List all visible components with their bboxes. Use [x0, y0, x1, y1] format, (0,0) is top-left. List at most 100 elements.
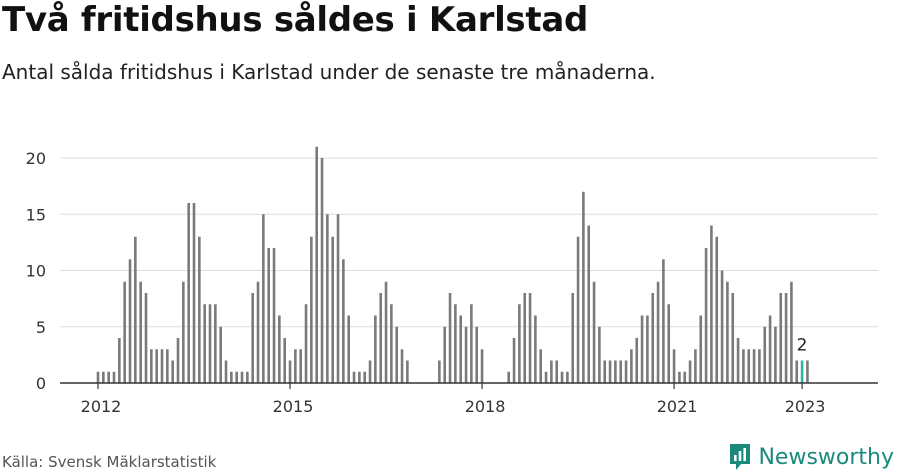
bar: [294, 349, 297, 383]
bar: [288, 360, 292, 383]
bar: [139, 281, 142, 383]
bar: [614, 360, 617, 383]
bar: [118, 338, 121, 383]
bar: [608, 360, 612, 383]
bar: [592, 281, 596, 383]
x-tick-label: 2021: [657, 397, 698, 416]
bar: [528, 293, 532, 383]
bar: [576, 236, 580, 383]
bar: [171, 360, 174, 383]
bar: [747, 349, 751, 383]
bar: [790, 281, 793, 383]
y-tick-label: 5: [36, 318, 46, 337]
bar: [598, 326, 601, 383]
bar: [278, 315, 281, 383]
source-note: Källa: Svensk Mäklarstatistik: [2, 453, 217, 471]
bar: [192, 203, 196, 383]
bar: [630, 349, 633, 383]
brand-name: Newsworthy: [758, 444, 894, 470]
bar: [720, 270, 724, 383]
bar: [555, 360, 559, 383]
bar: [459, 315, 463, 383]
bar: [406, 360, 409, 383]
bar: [102, 371, 105, 383]
bar: [800, 360, 804, 383]
bar: [752, 349, 756, 383]
bar: [582, 191, 585, 383]
bar: [187, 203, 190, 383]
highlight-value-label: 2: [797, 336, 808, 356]
bar: [448, 293, 452, 383]
bar: [342, 259, 345, 383]
bar: [688, 360, 692, 383]
bar: [784, 293, 788, 383]
bar: [224, 360, 228, 383]
bar: [310, 236, 313, 383]
bar: [331, 236, 334, 383]
bar: [390, 304, 393, 383]
bar: [603, 360, 607, 383]
bar: [742, 349, 745, 383]
bar: [374, 315, 377, 383]
bar: [198, 236, 201, 383]
bar: [267, 248, 270, 383]
bar: [272, 248, 276, 383]
bar: [400, 349, 404, 383]
bar: [96, 371, 100, 383]
bar: [123, 281, 126, 383]
x-tick-label: 2023: [785, 397, 826, 416]
bar: [240, 371, 244, 383]
newsworthy-logo-icon: [730, 444, 751, 470]
bar: [368, 360, 372, 383]
bar: [550, 360, 553, 383]
bar: [704, 248, 708, 383]
bar: [560, 371, 564, 383]
bar: [128, 259, 132, 383]
x-tick-label: 2018: [465, 397, 506, 416]
chart-subtitle: Antal sålda fritidshus i Karlstad under …: [2, 60, 656, 84]
bar: [384, 281, 388, 383]
bar: [283, 338, 286, 383]
bar: [662, 259, 665, 383]
bar: [230, 371, 233, 383]
x-tick-label: 2015: [273, 397, 314, 416]
bar: [150, 349, 153, 383]
bar: [694, 349, 697, 383]
bar: [219, 326, 222, 383]
bar: [182, 281, 185, 383]
y-tick-label: 10: [26, 262, 46, 281]
bar: [320, 158, 324, 383]
bar: [667, 304, 671, 383]
bar: [160, 349, 164, 383]
y-tick-label: 15: [26, 205, 46, 224]
bar: [774, 326, 777, 383]
bar: [395, 326, 399, 383]
bar: [262, 214, 265, 383]
bar: [347, 315, 350, 383]
bar: [779, 293, 783, 383]
bar: [214, 304, 217, 383]
bar: [246, 371, 249, 383]
bar: [651, 293, 655, 383]
bar: [539, 349, 543, 383]
bar: [352, 371, 356, 383]
bar: [379, 293, 383, 383]
bar: [363, 371, 366, 383]
bar: [112, 371, 116, 383]
brand-logo[interactable]: Newsworthy: [728, 442, 894, 472]
bar: [358, 371, 361, 383]
bar: [624, 360, 628, 383]
x-tick-label: 2012: [81, 397, 122, 416]
bar: [251, 293, 254, 383]
bar: [534, 315, 537, 383]
bar: [336, 214, 340, 383]
bar: [640, 315, 644, 383]
bar: [731, 293, 735, 383]
bar: [571, 293, 575, 383]
bar: [656, 281, 660, 383]
bar: [544, 371, 548, 383]
bar: [795, 360, 799, 383]
bar: [134, 236, 137, 383]
bar: [475, 326, 479, 383]
bar: [438, 360, 441, 383]
